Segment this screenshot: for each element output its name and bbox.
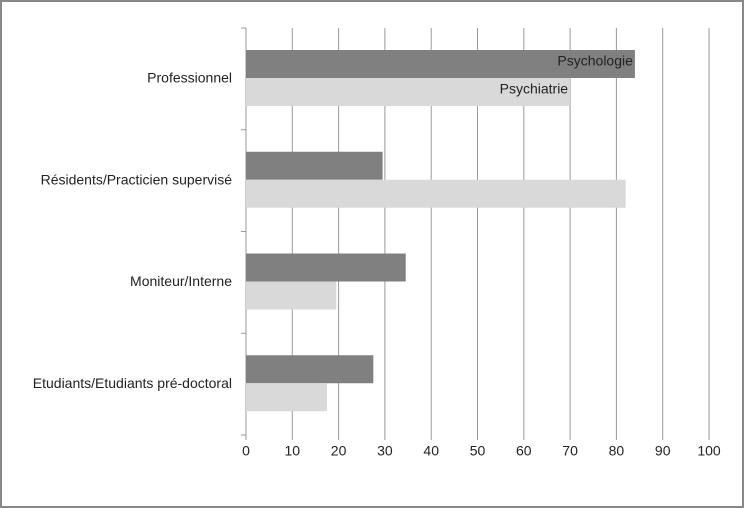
bar	[246, 50, 635, 78]
bar	[246, 281, 337, 310]
legend-label: Psychiatrie	[500, 81, 569, 97]
bar	[246, 383, 328, 412]
x-tick-label: 30	[377, 443, 393, 459]
x-tick-label: 100	[697, 443, 721, 459]
x-tick-label: 0	[242, 443, 250, 459]
legend-label: Psychologie	[557, 53, 633, 69]
y-tick-label: Résidents/Practicien supervisé	[41, 171, 233, 187]
bar	[246, 151, 383, 180]
bar	[246, 179, 626, 208]
bar	[246, 78, 571, 106]
x-tick-label: 70	[562, 443, 578, 459]
x-tick-label: 20	[331, 443, 347, 459]
x-tick-label: 80	[609, 443, 625, 459]
x-tick-label: 10	[285, 443, 301, 459]
y-tick-label: Etudiants/Etudiants pré-doctoral	[33, 375, 232, 391]
bar	[246, 253, 406, 282]
y-tick-label: Moniteur/Interne	[130, 273, 232, 289]
bar	[246, 355, 374, 384]
x-tick-label: 50	[470, 443, 486, 459]
x-tick-label: 90	[655, 443, 671, 459]
x-tick-label: 60	[516, 443, 532, 459]
y-tick-label: Professionnel	[147, 70, 232, 86]
x-tick-label: 40	[423, 443, 439, 459]
